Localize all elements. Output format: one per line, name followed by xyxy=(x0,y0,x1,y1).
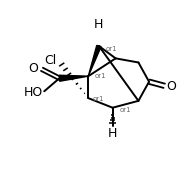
Polygon shape xyxy=(59,75,88,81)
Polygon shape xyxy=(88,45,101,76)
Text: or1: or1 xyxy=(95,73,106,79)
Text: Cl: Cl xyxy=(44,54,56,67)
Text: O: O xyxy=(166,80,176,93)
Text: or1: or1 xyxy=(120,107,131,113)
Text: H: H xyxy=(94,18,104,31)
Text: or1: or1 xyxy=(92,96,104,103)
Text: O: O xyxy=(28,62,38,75)
Text: or1: or1 xyxy=(106,46,118,52)
Text: HO: HO xyxy=(24,86,43,99)
Text: H: H xyxy=(108,127,117,140)
